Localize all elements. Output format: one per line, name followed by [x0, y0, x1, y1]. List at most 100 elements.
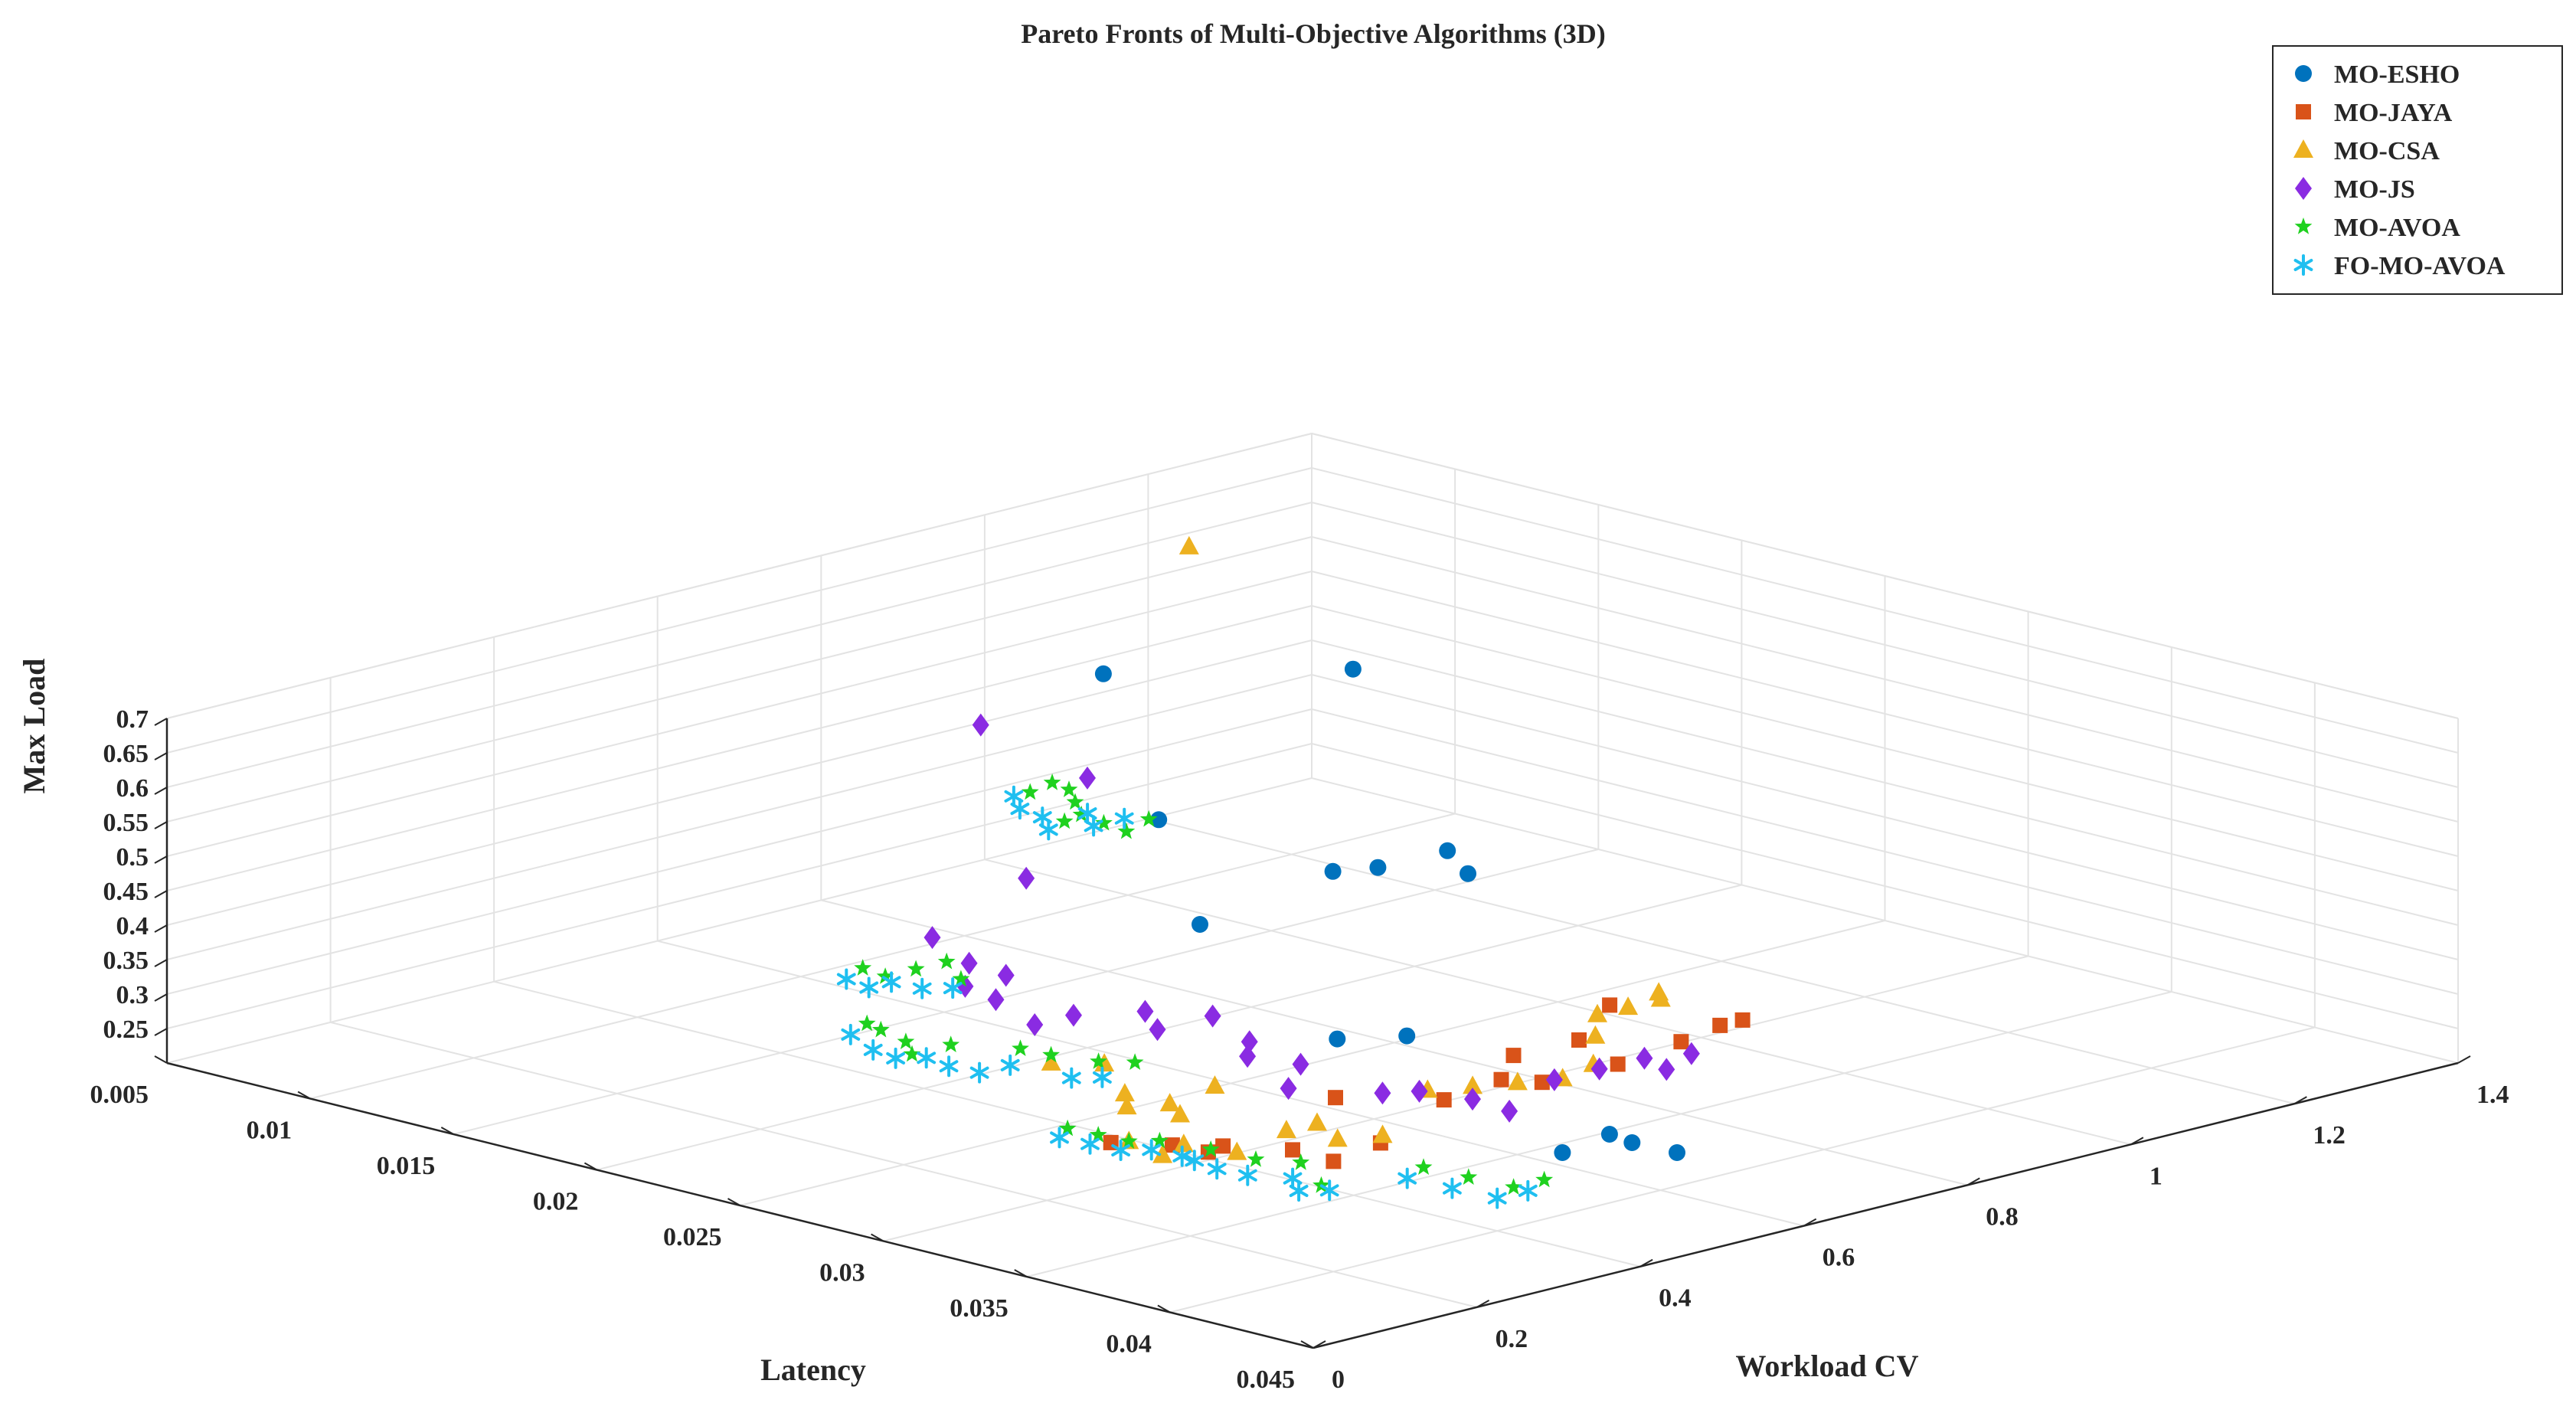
asterisk-stroke [1185, 1154, 1205, 1167]
data-point [1673, 1034, 1689, 1050]
data-point [960, 951, 978, 975]
data-point [836, 968, 856, 990]
z-tick-label: 0.55 [103, 809, 149, 837]
legend-marker [2293, 139, 2313, 158]
data-point [886, 1047, 905, 1069]
data-point [1000, 1054, 1020, 1076]
data-point [1205, 1075, 1225, 1094]
y-tick-mark [1313, 1340, 1326, 1349]
y-axis-label: Workload CV [1736, 1349, 1919, 1383]
data-point [1327, 1128, 1348, 1147]
side-wall-grid-line [1311, 433, 2459, 719]
data-point [1026, 1012, 1044, 1036]
z-tick-mark [154, 855, 168, 864]
data-point [1326, 1153, 1342, 1169]
x-tick-label: 0.015 [377, 1152, 436, 1180]
data-point [1084, 815, 1103, 837]
asterisk-stroke [1398, 1172, 1417, 1185]
data-point [1712, 1017, 1728, 1033]
asterisk-stroke [939, 1060, 959, 1073]
data-point [972, 713, 989, 737]
data-point [1090, 1052, 1107, 1069]
side-wall-grid-line [1311, 536, 2459, 823]
data-point [1587, 1003, 1608, 1022]
data-point [1064, 1003, 1082, 1027]
legend-entry: MO-AVOA [2334, 214, 2460, 242]
data-point [859, 976, 879, 999]
data-point [863, 1038, 883, 1061]
asterisk-stroke [1061, 1071, 1081, 1084]
data-point [1116, 1096, 1137, 1115]
data-point [1285, 1142, 1300, 1158]
chart-title: Pareto Fronts of Multi-Objective Algorit… [1021, 18, 1606, 49]
data-point [876, 967, 894, 984]
data-point [939, 1055, 959, 1078]
data-point [1060, 780, 1078, 797]
data-point [858, 1014, 876, 1032]
z-tick-mark [154, 752, 168, 760]
tick-labels: 0.005 0.01 0.015 0.02 0.025 0.03 0.035 0.04 0.04… [90, 705, 2509, 1394]
data-point [1012, 1039, 1029, 1056]
data-point [1018, 866, 1035, 890]
data-point [1460, 1168, 1478, 1185]
data-point [1414, 1158, 1433, 1175]
data-point [1136, 999, 1154, 1023]
data-point [1215, 1138, 1231, 1154]
asterisk-stroke [1000, 1058, 1020, 1071]
back-wall-grid-line [166, 571, 1313, 857]
asterisk-stroke [1289, 1185, 1309, 1197]
asterisk-stroke [1518, 1184, 1538, 1197]
data-point [1050, 1127, 1069, 1149]
asterisk-stroke [863, 1043, 883, 1056]
data-point [1241, 1030, 1258, 1054]
data-point [1535, 1170, 1554, 1188]
floor-grid-line [330, 1021, 1477, 1308]
data-point [969, 1061, 989, 1084]
back-wall-grid-line [166, 605, 1313, 891]
data-point [1658, 1058, 1675, 1081]
data-point [1239, 1045, 1257, 1068]
data-point [924, 926, 941, 950]
back-wall-grid-line [166, 502, 1313, 788]
data-point [1117, 822, 1136, 839]
data-point [1610, 1056, 1626, 1072]
data-point [1093, 1066, 1112, 1088]
asterisk-stroke [836, 973, 856, 986]
axes-box [154, 718, 2471, 1349]
data-point [1058, 1119, 1077, 1137]
z-tick-mark [154, 959, 168, 967]
data-point [1734, 1012, 1751, 1028]
data-point [942, 1035, 960, 1052]
legend-marker [2296, 104, 2311, 119]
asterisk-stroke [1114, 812, 1134, 825]
side-wall-grid-line [1311, 743, 2459, 1029]
data-point [1126, 1053, 1144, 1070]
data-point [903, 1045, 921, 1062]
data-point [1192, 916, 1208, 933]
asterisk-stroke [1319, 1184, 1339, 1197]
x-tick-mark [871, 1233, 884, 1242]
series-mo-esho [1094, 660, 1685, 1161]
series-mo-jaya [1103, 997, 1751, 1169]
data-point [854, 959, 872, 976]
x-tick-mark [297, 1091, 311, 1100]
z-tick-label: 0.45 [103, 878, 149, 906]
legend-entry: FO-MO-AVOA [2334, 252, 2506, 280]
z-tick-mark [154, 993, 168, 1002]
y-tick-mark [2293, 1096, 2307, 1104]
x-axis-label: Latency [760, 1352, 866, 1387]
asterisk-stroke [2293, 259, 2313, 271]
data-point [1669, 1144, 1685, 1161]
data-point [1292, 1153, 1310, 1170]
data-point [1306, 1112, 1327, 1131]
floor-grid-line [657, 940, 1804, 1227]
y-tick-mark [1803, 1218, 1817, 1227]
data-point [1095, 813, 1113, 831]
data-point [1487, 1187, 1507, 1209]
x-tick-label: 0.035 [950, 1294, 1008, 1323]
asterisk-stroke [1010, 803, 1030, 816]
x-tick-mark [154, 1055, 168, 1064]
data-point [1439, 842, 1456, 859]
y-tick-label: 0 [1332, 1366, 1345, 1394]
data-point [1072, 805, 1090, 823]
